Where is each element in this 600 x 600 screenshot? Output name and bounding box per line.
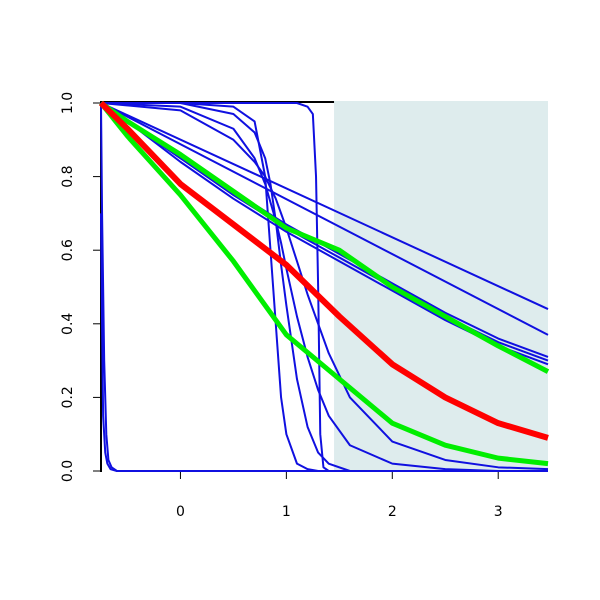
y-tick-label: 0.4	[60, 313, 76, 335]
shaded-region	[334, 101, 548, 472]
y-tick-label: 0.8	[60, 165, 76, 187]
series-line	[99, 100, 550, 374]
series-line	[100, 102, 548, 472]
y-tick-label: 0.2	[60, 386, 76, 408]
series-line	[98, 100, 549, 441]
x-tick-label: 2	[388, 504, 397, 520]
series-line	[100, 213, 548, 472]
y-tick-label: 1.0	[60, 92, 76, 114]
y-tick-label: 0.0	[60, 460, 76, 482]
series-line	[100, 102, 549, 471]
series-line	[100, 102, 549, 336]
series-line	[100, 102, 549, 310]
x-tick-label: 3	[494, 504, 503, 520]
series-line	[99, 101, 549, 467]
y-tick-label: 0.6	[60, 239, 76, 261]
x-tick-label: 1	[282, 504, 291, 520]
x-tick-label: 0	[176, 504, 185, 520]
